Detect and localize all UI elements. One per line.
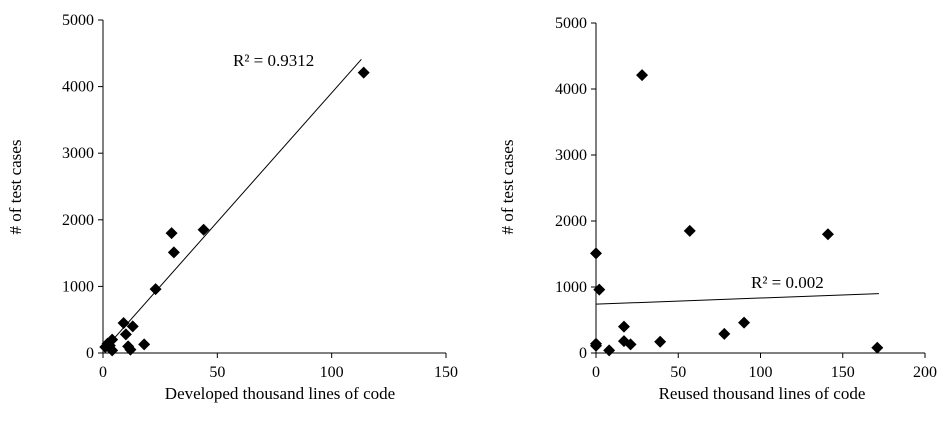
x-axis-label: Developed thousand lines of code xyxy=(165,384,395,403)
r-squared-label: R² = 0.9312 xyxy=(233,51,314,70)
x-tick-label: 100 xyxy=(749,364,773,381)
y-axis-label: # of test cases xyxy=(6,140,25,235)
y-tick-label: 2000 xyxy=(62,212,94,229)
x-tick-label: 0 xyxy=(99,364,107,381)
data-point xyxy=(617,320,630,333)
data-point xyxy=(738,316,751,329)
data-point xyxy=(197,223,210,236)
y-tick-label: 4000 xyxy=(555,81,587,98)
data-point xyxy=(119,328,132,341)
y-tick-label: 5000 xyxy=(555,15,587,32)
data-point xyxy=(357,66,370,79)
x-axis-label: Reused thousand lines of code xyxy=(659,384,866,403)
data-point xyxy=(636,69,649,82)
chart-1: 0 1000 2000 3000 4000 5000 0 50 100 150 Developed … xyxy=(6,12,458,403)
data-point xyxy=(683,224,696,237)
x-tick-label: 200 xyxy=(913,364,937,381)
data-point xyxy=(718,327,731,340)
y-tick-label: 1000 xyxy=(62,278,94,295)
data-point xyxy=(149,283,162,296)
x-tick-label: 100 xyxy=(320,364,344,381)
y-tick-label: 3000 xyxy=(555,147,587,164)
x-tick-label: 0 xyxy=(592,364,600,381)
y-tick-label: 4000 xyxy=(62,79,94,96)
data-point xyxy=(821,228,834,241)
data-point xyxy=(593,283,606,296)
x-tick-label: 150 xyxy=(831,364,855,381)
data-point xyxy=(106,344,119,357)
data-point xyxy=(117,317,130,330)
y-tick-label: 0 xyxy=(86,345,94,362)
data-point xyxy=(138,338,151,351)
y-axis-label: # of test cases xyxy=(498,140,517,235)
x-tick-label: 150 xyxy=(434,364,458,381)
x-tick-label: 50 xyxy=(209,364,225,381)
data-point xyxy=(167,246,180,259)
data-point xyxy=(654,335,667,348)
data-point xyxy=(165,227,178,240)
data-point xyxy=(590,247,602,260)
r-squared-label: R² = 0.002 xyxy=(751,273,824,292)
trendline xyxy=(104,58,362,349)
y-tick-label: 3000 xyxy=(62,145,94,162)
data-point xyxy=(624,338,637,351)
data-point xyxy=(603,344,616,357)
data-point xyxy=(106,333,119,346)
y-tick-label: 0 xyxy=(579,345,587,362)
y-tick-label: 1000 xyxy=(555,279,587,296)
y-tick-label: 2000 xyxy=(555,213,587,230)
trendline xyxy=(595,293,879,305)
y-tick-label: 5000 xyxy=(62,12,94,29)
chart-2: 0 1000 2000 3000 4000 5000 0 50 100 150 200 Reused … xyxy=(498,15,937,403)
data-point xyxy=(124,343,137,356)
data-point xyxy=(590,339,602,352)
data-point xyxy=(126,320,139,333)
x-tick-label: 50 xyxy=(670,364,686,381)
data-point xyxy=(871,341,884,354)
